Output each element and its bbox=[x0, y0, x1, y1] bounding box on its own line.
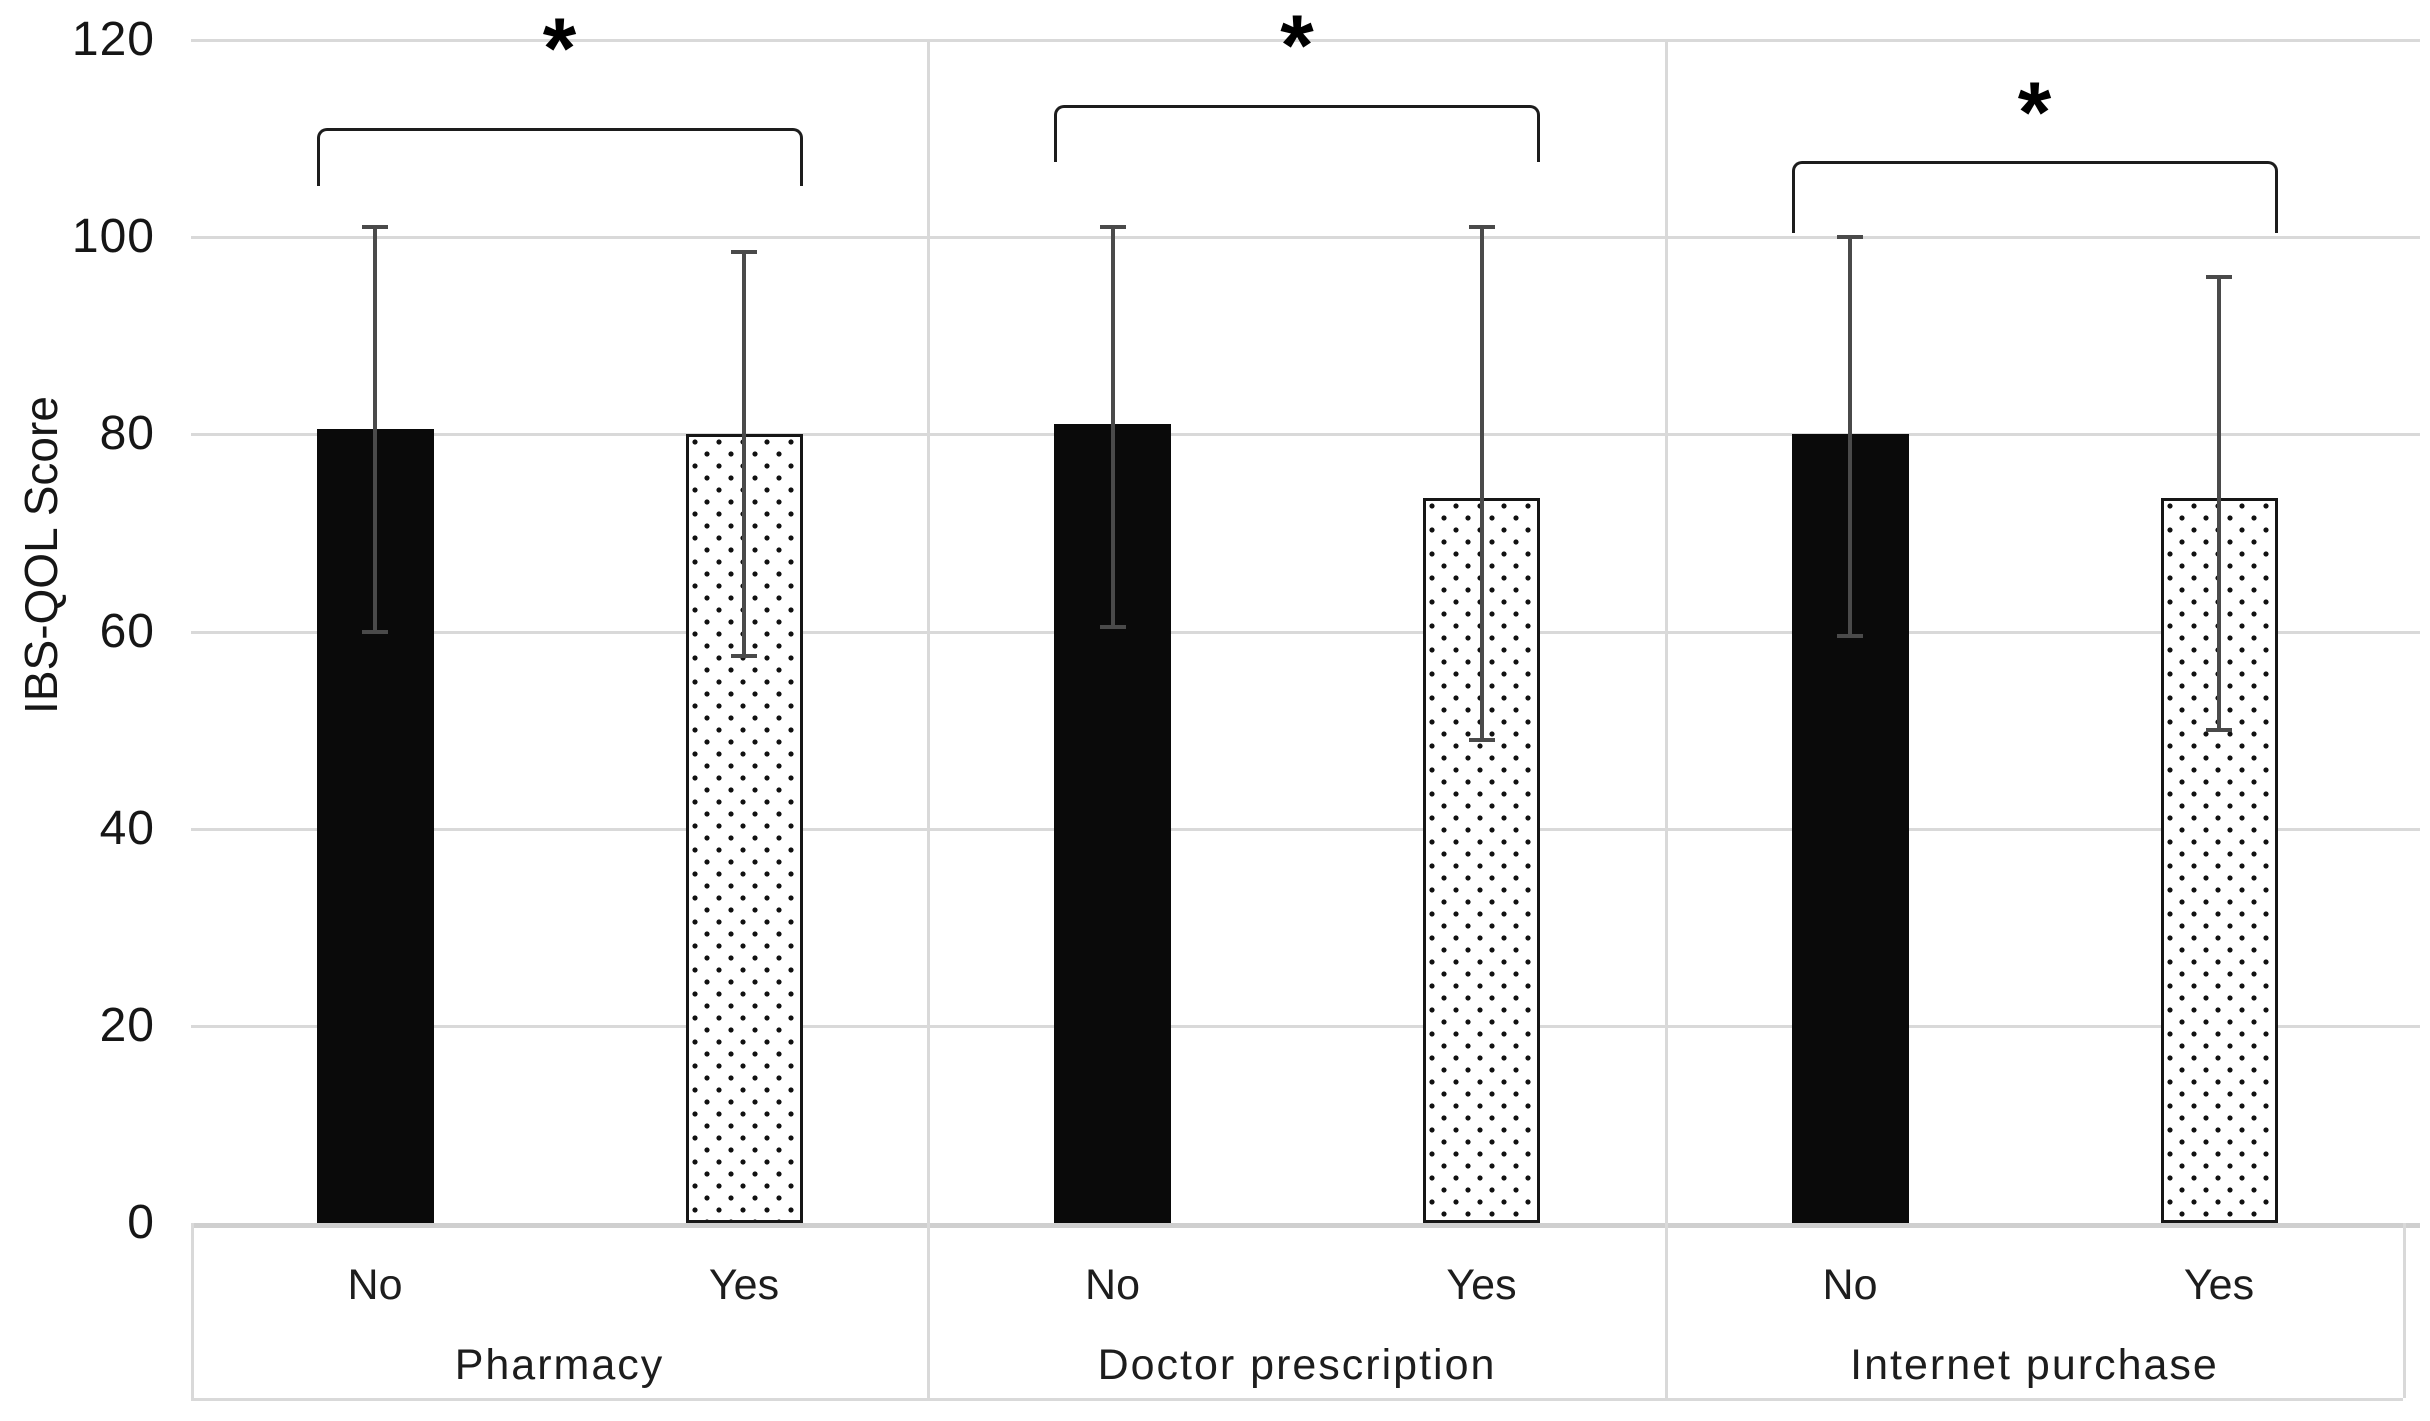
gridline bbox=[191, 827, 2420, 831]
category-label: No bbox=[347, 1261, 403, 1309]
error-bar-line bbox=[1848, 237, 1852, 637]
y-tick-label: 0 bbox=[127, 1196, 155, 1249]
gridline bbox=[191, 1024, 2420, 1028]
gridline bbox=[191, 236, 2420, 240]
y-tick-label: 120 bbox=[71, 13, 155, 66]
category-label: Yes bbox=[2183, 1261, 2255, 1309]
category-label: Yes bbox=[1446, 1261, 1517, 1309]
significance-asterisk: * bbox=[542, 1, 577, 97]
error-bar-cap-bottom bbox=[1099, 624, 1126, 629]
y-tick-label: 40 bbox=[99, 801, 155, 855]
error-bar-cap-bottom bbox=[1837, 634, 1863, 639]
x-axis-line bbox=[191, 1223, 2420, 1228]
error-bar-line bbox=[373, 227, 377, 632]
category-label: Yes bbox=[708, 1261, 780, 1309]
significance-bracket bbox=[316, 128, 803, 186]
group-separator bbox=[1665, 40, 1668, 1398]
y-tick-label: 100 bbox=[71, 210, 155, 264]
label-area-right-border bbox=[2403, 1223, 2406, 1398]
error-bar-line bbox=[742, 251, 746, 657]
error-bar-cap-top bbox=[1099, 225, 1126, 230]
error-bar-cap-top bbox=[362, 225, 388, 230]
group-label: Internet purchase bbox=[1850, 1341, 2219, 1389]
error-bar-cap-bottom bbox=[2206, 728, 2232, 733]
y-tick-label: 80 bbox=[99, 407, 155, 461]
gridline bbox=[191, 433, 2420, 437]
significance-bracket bbox=[1054, 105, 1540, 162]
gridline bbox=[191, 39, 2420, 42]
error-bar-cap-top bbox=[731, 249, 757, 254]
error-bar-cap-top bbox=[1468, 225, 1495, 230]
group-separator bbox=[927, 40, 930, 1398]
error-bar-line bbox=[1110, 227, 1115, 627]
group-label: Doctor prescription bbox=[1097, 1341, 1497, 1389]
y-tick-label: 60 bbox=[99, 604, 155, 658]
significance-asterisk: * bbox=[2017, 65, 2052, 161]
category-label: No bbox=[1822, 1261, 1878, 1309]
error-bar-line bbox=[2217, 276, 2221, 731]
gridline bbox=[191, 630, 2420, 634]
error-bar-cap-bottom bbox=[731, 654, 757, 659]
error-bar-cap-bottom bbox=[1468, 737, 1495, 742]
significance-asterisk: * bbox=[1280, 0, 1314, 94]
y-axis-title: IBS-QOL Score bbox=[15, 396, 67, 714]
significance-bracket bbox=[1791, 161, 2278, 233]
error-bar-cap-bottom bbox=[362, 629, 388, 634]
group-label: Pharmacy bbox=[454, 1341, 665, 1389]
label-area-bottom-border bbox=[191, 1398, 2403, 1401]
y-tick-label: 20 bbox=[99, 998, 155, 1052]
error-bar-line bbox=[1479, 227, 1484, 740]
category-label: No bbox=[1085, 1261, 1140, 1309]
error-bar-cap-top bbox=[1837, 235, 1863, 240]
error-bar-cap-top bbox=[2206, 274, 2232, 279]
label-area-left-border bbox=[191, 1223, 194, 1398]
